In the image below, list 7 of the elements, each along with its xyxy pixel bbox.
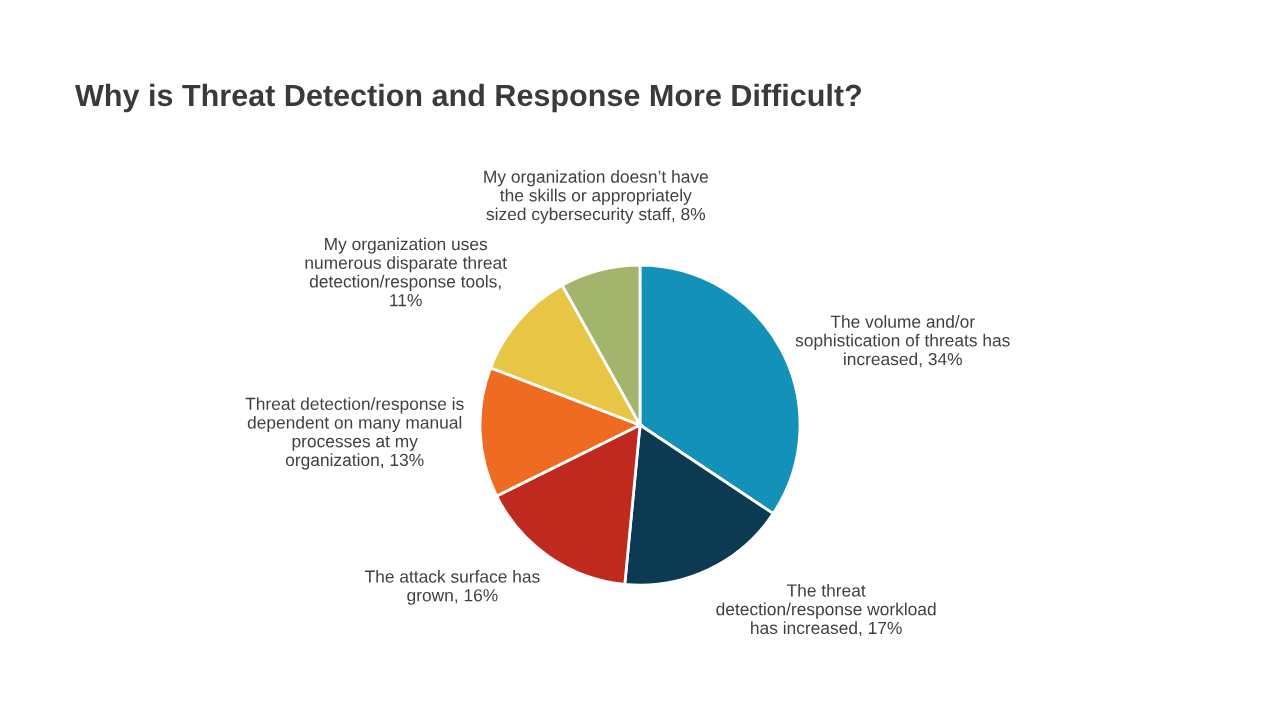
chart-title: Why is Threat Detection and Response More Difficult? bbox=[75, 83, 861, 113]
slice-label: The attack surface has grown, 16% bbox=[364, 569, 540, 605]
slice-label: The threat detection/response workload has increased, 17% bbox=[716, 583, 936, 637]
slice-label: Threat detection/response is dependent on many manual processes at my organization, 13% bbox=[245, 397, 464, 470]
slice-label: The volume and/or sophistication of threats has increased, 34% bbox=[795, 315, 1010, 368]
slice-label: My organization doesn’t have the skills or appropriately sized cybersecurity staff, 8% bbox=[484, 170, 708, 224]
slice-label: My organization uses numerous disparate threat detection/response tools, 11% bbox=[305, 237, 507, 307]
